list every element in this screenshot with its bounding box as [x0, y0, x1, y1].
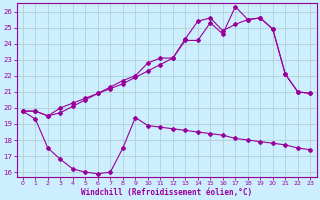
X-axis label: Windchill (Refroidissement éolien,°C): Windchill (Refroidissement éolien,°C) — [81, 188, 252, 197]
